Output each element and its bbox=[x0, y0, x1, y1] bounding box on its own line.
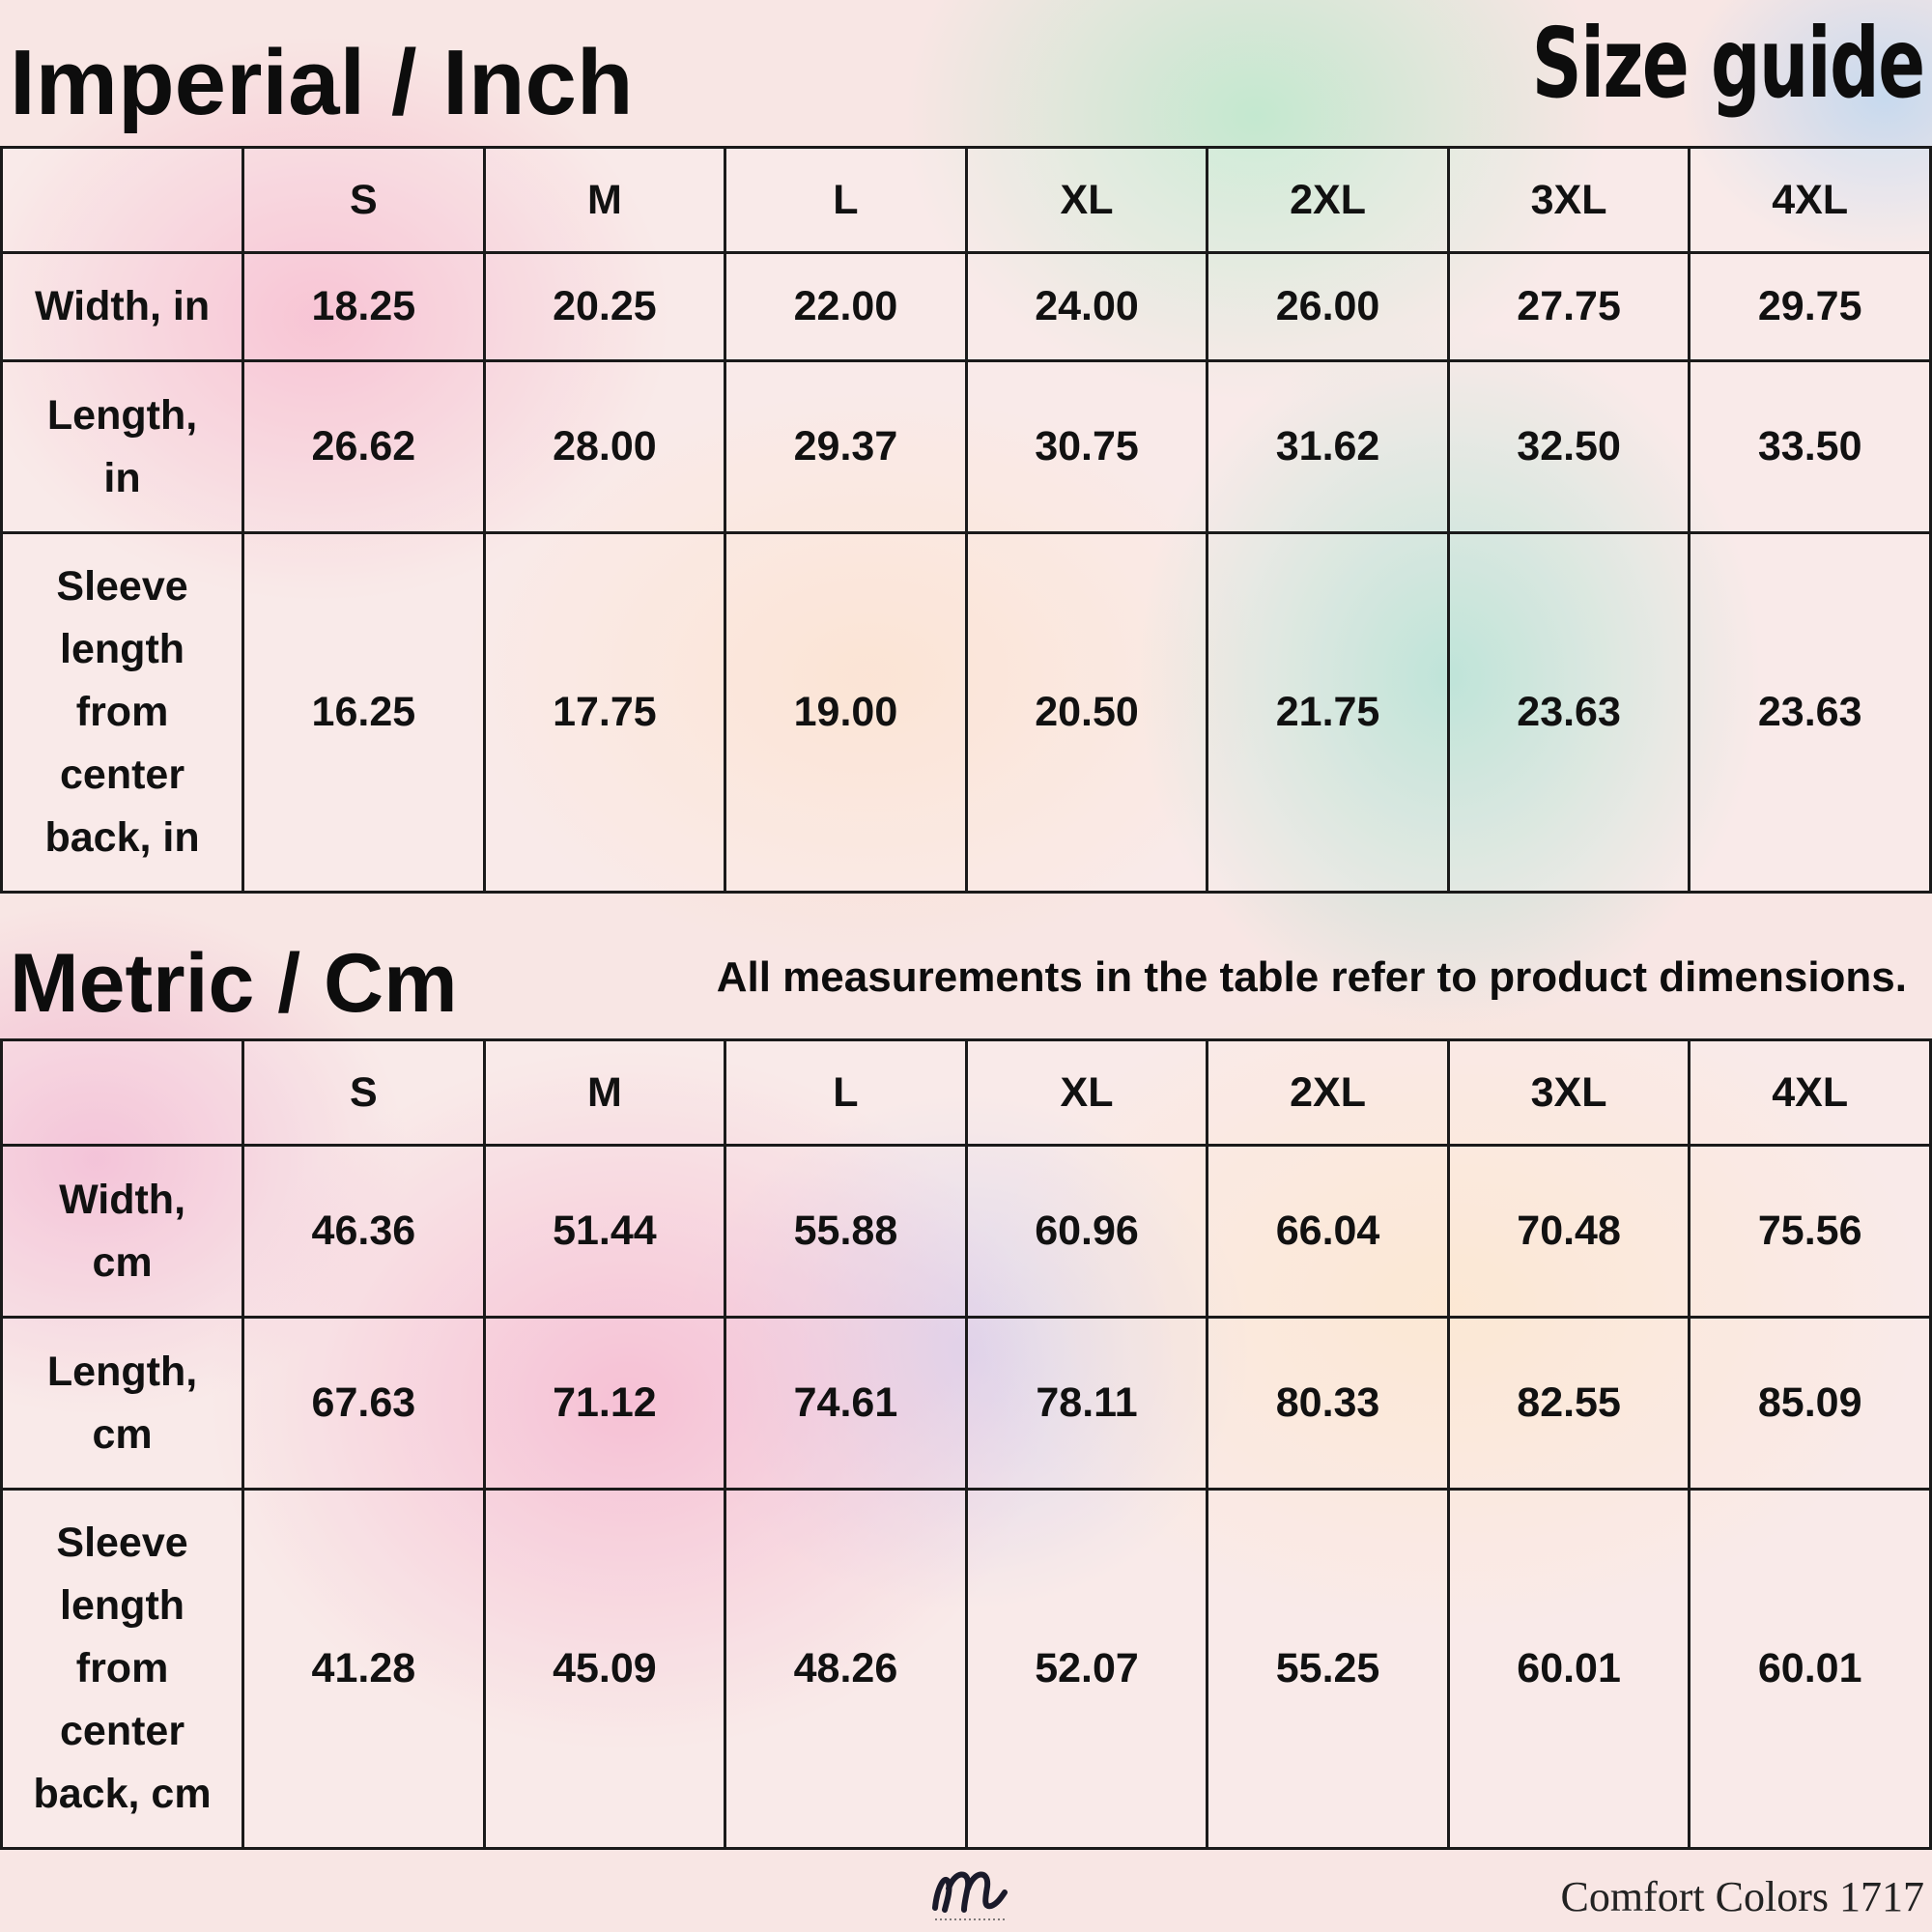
size-header-cell: XL bbox=[964, 1038, 1209, 1147]
measurement-label-line: Sleeve bbox=[56, 563, 188, 610]
size-header-cell: S bbox=[242, 1038, 486, 1147]
measurement-value-cell: 22.00 bbox=[724, 251, 968, 362]
table-row: Length, cm 67.63 71.12 74.61 78.11 80.33 82.55 8… bbox=[0, 1316, 1932, 1491]
measurement-value-cell: 80.33 bbox=[1206, 1316, 1450, 1491]
measurement-value-cell: 27.75 bbox=[1446, 251, 1691, 362]
measurement-value-cell: 31.62 bbox=[1206, 359, 1450, 534]
size-header-cell: XL bbox=[964, 146, 1209, 254]
measurement-label-line: back, in bbox=[44, 814, 200, 861]
measurement-value-cell: 32.50 bbox=[1446, 359, 1691, 534]
measurement-label-line: Length, bbox=[46, 391, 198, 439]
size-header-cell: L bbox=[724, 146, 968, 254]
metric-size-table: S M L XL 2XL 3XL 4XL Width, cm 46.36 51.44 55.88 60.… bbox=[0, 1038, 1932, 1850]
measurement-value-cell: 60.96 bbox=[964, 1144, 1209, 1319]
measurement-label-cell: Width, in bbox=[0, 251, 245, 362]
measurement-label-line: Width, bbox=[59, 1176, 186, 1223]
table-row: Sleeve length from center back, cm 41.28 45.09… bbox=[0, 1488, 1932, 1850]
imperial-size-table: S M L XL 2XL 3XL 4XL Width, in 18.25 20.25 22.00 24… bbox=[0, 146, 1932, 894]
brand-model-label: Comfort Colors 1717 bbox=[1560, 1873, 1924, 1920]
measurement-label-line: cm bbox=[92, 1238, 153, 1286]
measurement-value-cell: 85.09 bbox=[1688, 1316, 1932, 1491]
measurement-label-line: cm bbox=[92, 1410, 153, 1458]
measurement-value-cell: 78.11 bbox=[964, 1316, 1209, 1491]
measurement-label-line: in bbox=[103, 454, 141, 501]
metric-title: Metric / Cm bbox=[10, 937, 458, 1030]
measurement-value-cell: 51.44 bbox=[482, 1144, 727, 1319]
measurement-value-cell: 48.26 bbox=[724, 1488, 968, 1850]
measurement-label-cell: Length, cm bbox=[0, 1316, 245, 1491]
measurement-label-line: from bbox=[75, 689, 169, 735]
size-header-cell: 3XL bbox=[1446, 146, 1691, 254]
measurement-value-cell: 46.36 bbox=[242, 1144, 486, 1319]
measurement-value-cell: 20.25 bbox=[482, 251, 727, 362]
size-header-cell: 2XL bbox=[1206, 1038, 1450, 1147]
size-header-cell: L bbox=[724, 1038, 968, 1147]
measurement-value-cell: 60.01 bbox=[1446, 1488, 1691, 1850]
measurement-value-cell: 16.25 bbox=[242, 531, 486, 894]
size-header-cell: S bbox=[242, 146, 486, 254]
measurement-value-cell: 66.04 bbox=[1206, 1144, 1450, 1319]
measurement-value-cell: 70.48 bbox=[1446, 1144, 1691, 1319]
table-row: Width, cm 46.36 51.44 55.88 60.96 66.04 70.48 75… bbox=[0, 1144, 1932, 1319]
measurement-label-line: center bbox=[60, 752, 185, 798]
measurement-label-line: Width, in bbox=[34, 283, 211, 329]
measurement-value-cell: 21.75 bbox=[1206, 531, 1450, 894]
measurement-value-cell: 26.62 bbox=[242, 359, 486, 534]
measurement-note: All measurements in the table refer to p… bbox=[716, 953, 1907, 1001]
size-header-row: S M L XL 2XL 3XL 4XL bbox=[0, 1038, 1932, 1147]
size-header-cell: 2XL bbox=[1206, 146, 1450, 254]
measurement-label-line: length bbox=[60, 1582, 185, 1629]
measurement-label-line: center bbox=[60, 1708, 185, 1754]
measurement-value-cell: 28.00 bbox=[482, 359, 727, 534]
imperial-title: Imperial / Inch bbox=[10, 31, 634, 134]
size-header-cell: M bbox=[482, 146, 727, 254]
measurement-value-cell: 52.07 bbox=[964, 1488, 1209, 1850]
measurement-value-cell: 82.55 bbox=[1446, 1316, 1691, 1491]
measurement-value-cell: 26.00 bbox=[1206, 251, 1450, 362]
measurement-value-cell: 60.01 bbox=[1688, 1488, 1932, 1850]
measurement-value-cell: 75.56 bbox=[1688, 1144, 1932, 1319]
measurement-label-cell: Width, cm bbox=[0, 1144, 245, 1319]
measurement-label-cell: Sleeve length from center back, cm bbox=[0, 1488, 245, 1850]
size-header-cell: 4XL bbox=[1688, 146, 1932, 254]
measurement-value-cell: 17.75 bbox=[482, 531, 727, 894]
size-header-cell: 4XL bbox=[1688, 1038, 1932, 1147]
measurement-value-cell: 67.63 bbox=[242, 1316, 486, 1491]
measurement-value-cell: 24.00 bbox=[964, 251, 1209, 362]
table-row: Sleeve length from center back, in 16.25 17.75… bbox=[0, 531, 1932, 894]
measurement-value-cell: 41.28 bbox=[242, 1488, 486, 1850]
measurement-value-cell: 45.09 bbox=[482, 1488, 727, 1850]
measurement-label-line: Sleeve bbox=[56, 1520, 188, 1566]
measurement-label-line: back, cm bbox=[33, 1771, 212, 1817]
brand-logo-icon bbox=[932, 1871, 1008, 1920]
measurement-value-cell: 29.37 bbox=[724, 359, 968, 534]
header-corner-cell bbox=[0, 1038, 245, 1147]
size-guide-title: Size guide bbox=[1532, 7, 1925, 120]
measurement-value-cell: 33.50 bbox=[1688, 359, 1932, 534]
measurement-value-cell: 18.25 bbox=[242, 251, 486, 362]
measurement-value-cell: 55.88 bbox=[724, 1144, 968, 1319]
measurement-label-line: Length, bbox=[46, 1348, 198, 1395]
measurement-value-cell: 30.75 bbox=[964, 359, 1209, 534]
measurement-label-cell: Sleeve length from center back, in bbox=[0, 531, 245, 894]
size-header-cell: M bbox=[482, 1038, 727, 1147]
size-header-row: S M L XL 2XL 3XL 4XL bbox=[0, 146, 1932, 254]
measurement-value-cell: 55.25 bbox=[1206, 1488, 1450, 1850]
measurement-value-cell: 29.75 bbox=[1688, 251, 1932, 362]
table-row: Length, in 26.62 28.00 29.37 30.75 31.62 32.50 3… bbox=[0, 359, 1932, 534]
measurement-label-line: from bbox=[75, 1645, 169, 1691]
table-row: Width, in 18.25 20.25 22.00 24.00 26.00 27.75 2… bbox=[0, 251, 1932, 362]
measurement-value-cell: 20.50 bbox=[964, 531, 1209, 894]
measurement-value-cell: 23.63 bbox=[1688, 531, 1932, 894]
size-header-cell: 3XL bbox=[1446, 1038, 1691, 1147]
measurement-label-cell: Length, in bbox=[0, 359, 245, 534]
measurement-value-cell: 71.12 bbox=[482, 1316, 727, 1491]
measurement-label-line: length bbox=[60, 626, 185, 672]
header-corner-cell bbox=[0, 146, 245, 254]
measurement-value-cell: 23.63 bbox=[1446, 531, 1691, 894]
measurement-value-cell: 74.61 bbox=[724, 1316, 968, 1491]
measurement-value-cell: 19.00 bbox=[724, 531, 968, 894]
